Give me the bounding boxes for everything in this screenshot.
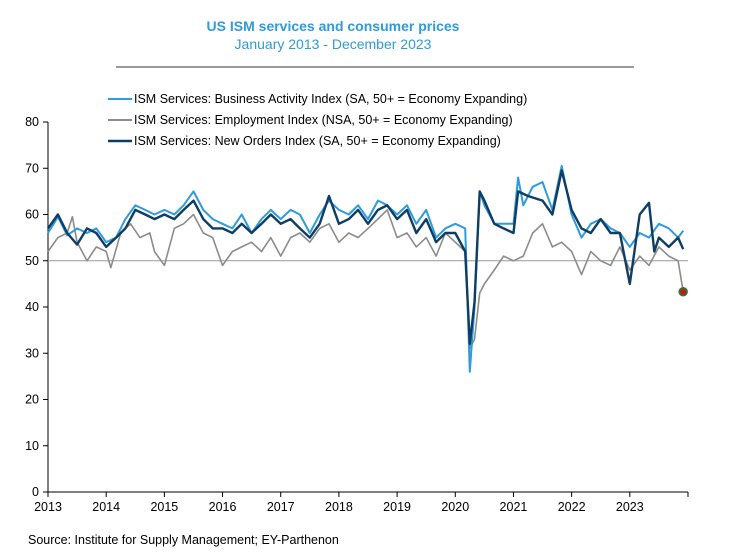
chart-title: US ISM services and consumer prices (207, 18, 460, 34)
legend-label-employment: ISM Services: Employment Index (NSA, 50+… (134, 113, 513, 127)
x-tick-label: 2019 (383, 500, 411, 514)
legend-label-activity: ISM Services: Business Activity Index (S… (134, 92, 527, 106)
x-tick-label: 2023 (616, 500, 644, 514)
x-axis: 2013 2014 2015 2016 2017 2018 2019 2020 2021 2022… (34, 491, 689, 514)
series-lines (47, 164, 688, 373)
x-tick-label: 2015 (150, 500, 178, 514)
y-tick-label: 60 (25, 208, 39, 222)
y-tick-label: 10 (25, 439, 39, 453)
x-tick-label: 2013 (34, 500, 62, 514)
x-tick-label: 2021 (500, 500, 528, 514)
y-tick-label: 70 (25, 161, 39, 175)
y-tick-label: 40 (25, 300, 39, 314)
y-tick-label: 80 (25, 115, 39, 129)
chart-subtitle: January 2013 - December 2023 (235, 36, 432, 52)
x-tick-label: 2018 (325, 500, 353, 514)
x-tick-label: 2020 (441, 500, 469, 514)
source-note: Source: Institute for Supply Management;… (28, 533, 339, 547)
y-tick-label: 20 (25, 393, 39, 407)
legend: ISM Services: Business Activity Index (S… (108, 92, 527, 148)
x-tick-label: 2017 (267, 500, 295, 514)
y-axis: 0 10 20 30 40 50 60 70 80 (25, 115, 49, 499)
y-tick-label: 30 (25, 346, 39, 360)
latest-employment-marker (678, 286, 688, 297)
y-tick-label: 50 (25, 254, 39, 268)
y-tick-label: 0 (32, 485, 39, 499)
series-line-activity (47, 164, 685, 373)
series-line-employment (47, 209, 684, 350)
x-tick-label: 2022 (558, 500, 586, 514)
series-line-orders (47, 169, 685, 346)
x-tick-label: 2014 (92, 500, 120, 514)
x-tick-label: 2016 (209, 500, 237, 514)
legend-label-orders: ISM Services: New Orders Index (SA, 50+ … (134, 134, 501, 148)
